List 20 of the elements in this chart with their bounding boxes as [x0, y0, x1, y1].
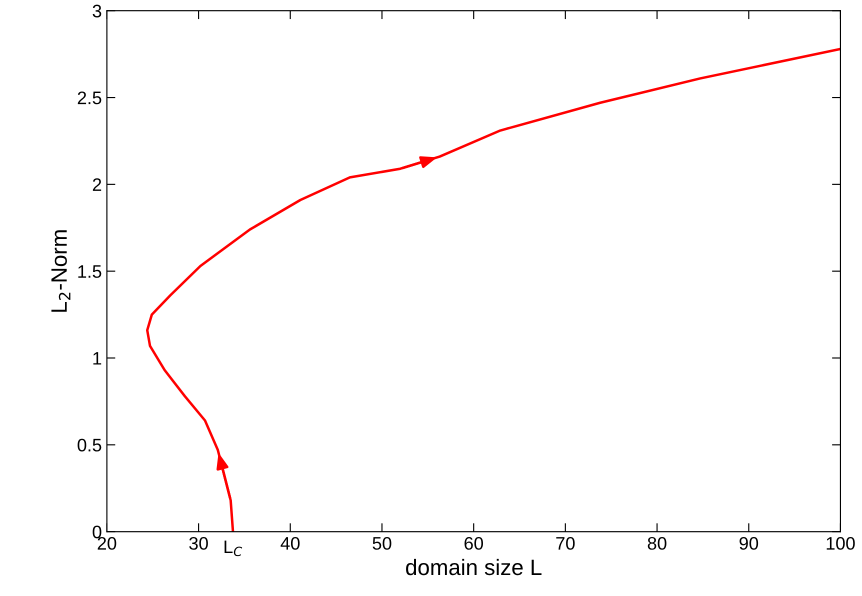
x-axis-title: domain size L	[406, 558, 542, 576]
x-tick-label: 30	[189, 536, 208, 550]
x-tick-label: 90	[740, 536, 758, 550]
x-tick-label: 100	[826, 536, 855, 550]
x-tick-label: 60	[464, 536, 484, 550]
y-tick-label: 1.5	[78, 265, 102, 278]
annotation: L$_{C}$	[224, 540, 242, 556]
x-tick-label: 50	[372, 536, 392, 550]
y-tick-label: 2	[92, 178, 102, 191]
x-tick-label: 40	[280, 536, 300, 550]
y-axis-title: L$_{2}$-Norm	[51, 230, 70, 312]
y-tick-label: 3	[92, 4, 102, 18]
y-tick-label: 0	[92, 526, 102, 538]
y-tick-label: 0.5	[78, 438, 102, 452]
x-tick-label: 80	[648, 536, 666, 550]
y-tick-label: 2.5	[78, 91, 102, 104]
line-series	[146, 48, 840, 532]
x-tick-label: 20	[98, 536, 116, 550]
x-tick-label: 70	[556, 536, 575, 550]
y-tick-label: 1	[93, 352, 102, 365]
